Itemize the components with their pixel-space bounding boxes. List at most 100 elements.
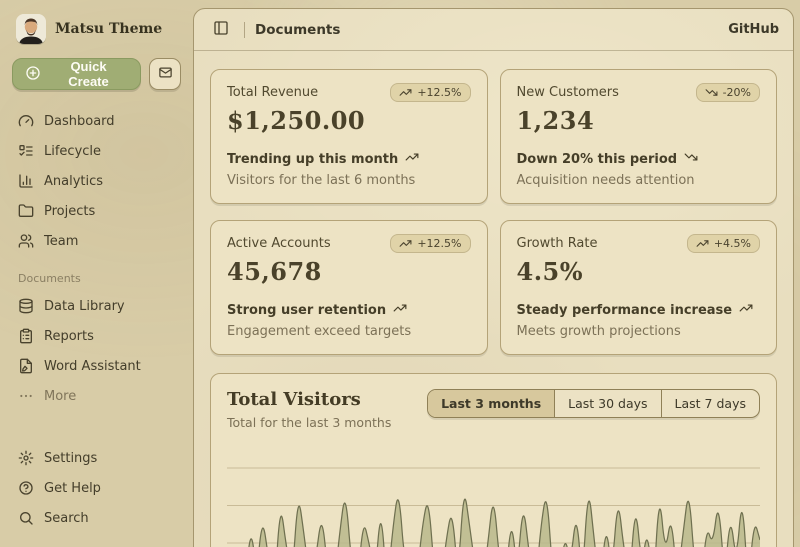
card-line2: Engagement exceed targets	[227, 324, 412, 339]
sidebar-item-settings[interactable]: Settings	[12, 443, 181, 473]
card-title: New Customers	[516, 85, 619, 100]
trend-badge: +4.5%	[686, 234, 760, 253]
topbar-divider	[244, 21, 245, 38]
avatar-illustration	[16, 14, 46, 44]
sidebar-item-lifecycle[interactable]: Lifecycle	[12, 136, 181, 166]
file-pen-icon	[18, 358, 34, 374]
sidebar-item-dashboard[interactable]: Dashboard	[12, 106, 181, 136]
visitors-area-chart[interactable]	[227, 448, 760, 547]
card-line1: Down 20% this period	[516, 151, 678, 167]
total-visitors-card: Total Visitors Total for the last 3 mont…	[210, 373, 777, 547]
card-title: Total Revenue	[227, 85, 319, 100]
card-value: 1,234	[516, 106, 595, 135]
sidebar-item-search[interactable]: Search	[12, 503, 181, 533]
sidebar-item-more[interactable]: More	[12, 381, 181, 411]
clipboard-list-icon	[18, 328, 34, 344]
brand-name: Matsu Theme	[55, 21, 163, 37]
topbar: Documents GitHub	[194, 9, 793, 51]
card-line2: Meets growth projections	[516, 324, 681, 339]
trending-up-icon	[399, 86, 412, 99]
card-title: Growth Rate	[516, 236, 598, 251]
list-todo-icon	[18, 143, 34, 159]
trending-up-icon	[696, 237, 709, 250]
sidebar-item-label: Word Assistant	[44, 358, 141, 374]
sidebar-item-data-library[interactable]: Data Library	[12, 291, 181, 321]
sidebar: Matsu Theme Quick Create Dashboard Lifec…	[0, 0, 193, 547]
sidebar-toggle-button[interactable]	[208, 17, 234, 43]
sidebar-item-label: Projects	[44, 203, 96, 219]
area-chart-svg	[227, 467, 760, 547]
stat-cards-grid: Total Revenue +12.5% $1,250.00 Trending …	[210, 69, 777, 355]
card-line1: Strong user retention	[227, 302, 387, 318]
sidebar-item-label: Search	[44, 510, 89, 526]
stat-card-active-accounts: Active Accounts +12.5% 45,678 Strong use…	[210, 220, 488, 355]
database-icon	[18, 298, 34, 314]
users-icon	[18, 233, 34, 249]
chart-title: Total Visitors	[227, 389, 361, 410]
badge-value: -20%	[722, 86, 751, 99]
bar-chart-icon	[18, 173, 34, 189]
sidebar-section-documents: Documents	[18, 272, 81, 285]
mail-icon	[158, 65, 173, 83]
trending-up-icon	[393, 301, 407, 319]
chart-subtitle: Total for the last 3 months	[227, 415, 392, 430]
sidebar-item-analytics[interactable]: Analytics	[12, 166, 181, 196]
card-line2: Acquisition needs attention	[516, 173, 695, 188]
sidebar-item-label: Reports	[44, 328, 94, 344]
trending-down-icon	[705, 86, 718, 99]
badge-value: +4.5%	[713, 237, 751, 250]
stat-card-growth-rate: Growth Rate +4.5% 4.5% Steady performanc…	[499, 220, 777, 355]
sidebar-item-label: Team	[44, 233, 79, 249]
trend-badge: +12.5%	[390, 83, 471, 102]
card-value: $1,250.00	[227, 106, 366, 135]
ellipsis-icon	[18, 388, 34, 404]
content: Total Revenue +12.5% $1,250.00 Trending …	[194, 51, 793, 547]
sidebar-item-label: Analytics	[44, 173, 104, 189]
trending-down-icon	[684, 150, 698, 168]
trending-up-icon	[405, 150, 419, 168]
brand[interactable]: Matsu Theme	[12, 12, 181, 58]
card-line2: Visitors for the last 6 months	[227, 173, 416, 188]
help-circle-icon	[18, 480, 34, 496]
inbox-button[interactable]	[149, 58, 181, 90]
card-value: 4.5%	[516, 257, 584, 286]
card-line1: Steady performance increase	[516, 302, 733, 318]
trend-badge: -20%	[695, 83, 760, 102]
range-button-last-7-days[interactable]: Last 7 days	[662, 390, 759, 417]
sidebar-item-label: Dashboard	[44, 113, 115, 129]
sidebar-item-projects[interactable]: Projects	[12, 196, 181, 226]
stat-card-total-revenue: Total Revenue +12.5% $1,250.00 Trending …	[210, 69, 488, 204]
sidebar-item-team[interactable]: Team	[12, 226, 181, 256]
quick-create-label: Quick Create	[68, 59, 109, 89]
sidebar-item-word-assistant[interactable]: Word Assistant	[12, 351, 181, 381]
sidebar-item-get-help[interactable]: Get Help	[12, 473, 181, 503]
trending-up-icon	[739, 301, 753, 319]
trending-up-icon	[399, 237, 412, 250]
avatar	[16, 14, 46, 44]
circle-plus-icon	[25, 65, 41, 84]
sidebar-item-reports[interactable]: Reports	[12, 321, 181, 351]
quick-create-button[interactable]: Quick Create	[12, 58, 141, 90]
range-button-last-3-months[interactable]: Last 3 months	[428, 390, 556, 417]
badge-value: +12.5%	[417, 86, 462, 99]
main-panel: Documents GitHub Total Revenue +12.5% $1…	[193, 8, 794, 547]
card-value: 45,678	[227, 257, 322, 286]
range-button-last-30-days[interactable]: Last 30 days	[555, 390, 662, 417]
search-icon	[18, 510, 34, 526]
sidebar-item-label: Data Library	[44, 298, 125, 314]
range-toggle-group: Last 3 months Last 30 days Last 7 days	[427, 389, 760, 418]
gauge-icon	[18, 113, 34, 129]
panel-left-icon	[213, 20, 229, 39]
sidebar-item-label: Get Help	[44, 480, 101, 496]
trend-badge: +12.5%	[390, 234, 471, 253]
sidebar-item-label: More	[44, 388, 77, 404]
folder-icon	[18, 203, 34, 219]
badge-value: +12.5%	[417, 237, 462, 250]
gear-icon	[18, 450, 34, 466]
stat-card-new-customers: New Customers -20% 1,234 Down 20% this p…	[499, 69, 777, 204]
page-title: Documents	[255, 21, 341, 38]
sidebar-item-label: Settings	[44, 450, 98, 466]
card-title: Active Accounts	[227, 236, 331, 251]
github-link[interactable]: GitHub	[728, 22, 779, 37]
card-line1: Trending up this month	[227, 151, 399, 167]
